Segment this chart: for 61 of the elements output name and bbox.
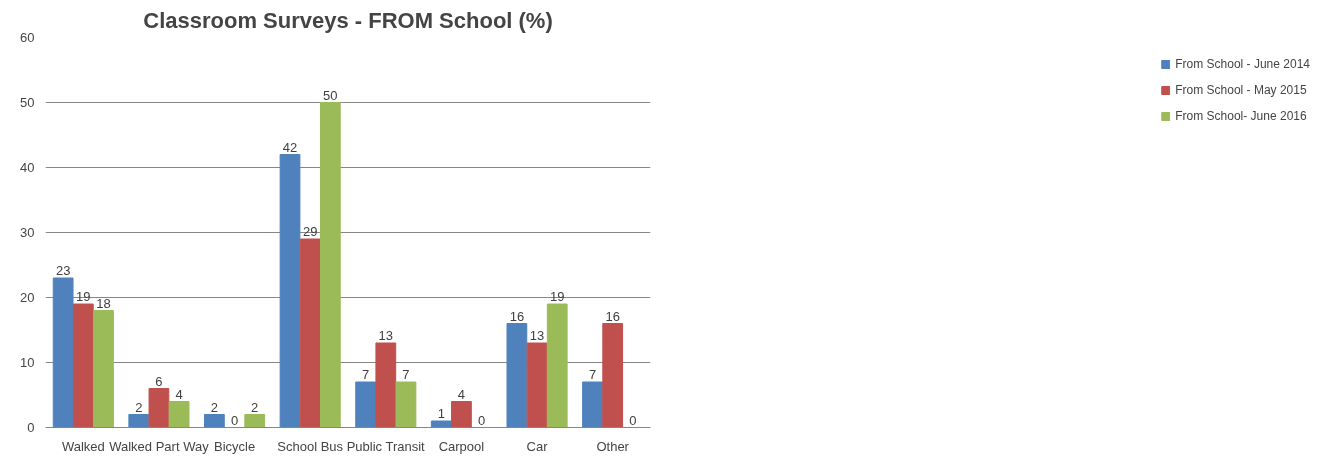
legend-label: From School - May 2015	[1175, 83, 1307, 97]
bar	[168, 401, 190, 428]
data-label: 18	[96, 295, 111, 311]
bar	[451, 401, 472, 428]
data-label: 13	[529, 328, 545, 343]
bar	[72, 303, 94, 428]
data-label: 23	[55, 263, 71, 278]
y-tick-label: 10	[20, 355, 35, 370]
x-tick-label: Car	[526, 438, 549, 454]
data-label: 2	[210, 399, 219, 415]
bar	[526, 342, 548, 428]
data-label: 1	[437, 406, 445, 421]
x-tick-label: Other	[596, 438, 630, 454]
bar	[375, 342, 397, 428]
data-label: 16	[605, 308, 620, 324]
bar	[299, 238, 321, 428]
legend-label: From School - June 2014	[1175, 57, 1310, 71]
bar	[148, 388, 170, 428]
bar	[204, 414, 225, 428]
data-label: 7	[402, 367, 410, 382]
data-label: 4	[175, 386, 183, 402]
data-label: 13	[378, 328, 394, 343]
bar	[93, 310, 114, 428]
bar	[506, 323, 528, 428]
data-label: 16	[509, 308, 525, 324]
bar	[395, 381, 417, 428]
data-label: 0	[477, 412, 486, 428]
y-tick-label: 40	[20, 160, 35, 175]
y-tick-label: 0	[27, 420, 35, 435]
data-label: 7	[588, 367, 597, 382]
y-tick-label: 60	[20, 30, 35, 45]
data-label: 4	[457, 386, 466, 402]
x-tick-label: Bicycle	[213, 438, 256, 454]
data-label: 6	[155, 373, 163, 389]
bar	[602, 323, 624, 428]
x-tick-label: School Bus	[277, 438, 344, 454]
bar	[52, 277, 74, 428]
x-tick-label: Walked Part Way	[109, 438, 210, 454]
bar	[355, 381, 377, 428]
bar	[244, 414, 266, 428]
bar	[582, 381, 603, 428]
x-tick-label: Walked	[61, 438, 105, 454]
bar	[430, 420, 452, 428]
bar	[319, 102, 341, 428]
x-tick-label: Public Transit	[346, 438, 426, 454]
data-label: 0	[629, 412, 637, 428]
bar	[128, 414, 150, 428]
y-tick-label: 20	[20, 290, 35, 305]
legend-label: From School- June 2016	[1175, 109, 1307, 123]
y-tick-label: 30	[20, 225, 35, 240]
data-label: 0	[230, 412, 239, 428]
x-tick-label: Carpool	[438, 438, 485, 454]
data-label: 42	[282, 139, 298, 155]
data-label: 2	[135, 399, 143, 415]
data-label: 50	[323, 87, 338, 103]
data-label: 2	[251, 399, 259, 415]
data-label: 7	[362, 367, 370, 382]
bar	[546, 303, 568, 428]
chart-title: Classroom Surveys - FROM School (%)	[143, 7, 553, 33]
bar	[279, 154, 301, 428]
y-tick-label: 50	[20, 95, 35, 110]
